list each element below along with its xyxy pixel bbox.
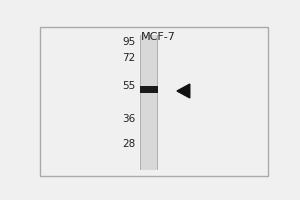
- Text: 36: 36: [122, 114, 135, 124]
- Text: MCF-7: MCF-7: [141, 32, 176, 42]
- Bar: [157, 35, 158, 170]
- FancyBboxPatch shape: [40, 27, 268, 176]
- Text: 55: 55: [122, 81, 135, 91]
- Bar: [140, 35, 141, 170]
- Text: 28: 28: [122, 139, 135, 149]
- Bar: [140, 86, 158, 93]
- Polygon shape: [177, 84, 190, 98]
- Text: 72: 72: [122, 53, 135, 63]
- Bar: [140, 35, 158, 170]
- Text: 95: 95: [122, 37, 135, 47]
